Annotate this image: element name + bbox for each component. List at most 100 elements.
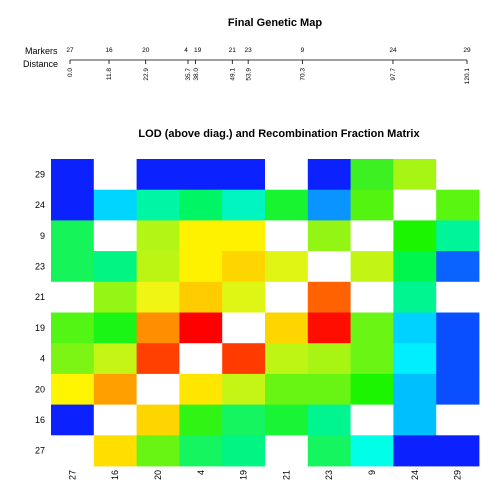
heatmap-y-tick-label: 4 [40,354,45,364]
heatmap-cell [93,312,137,344]
genetic-map-distance-label: 97.7 [390,68,397,81]
heatmap-cell [179,281,223,313]
heatmap-cell [350,251,394,283]
heatmap-cell [350,189,394,221]
heatmap-cell [222,159,266,191]
heatmap-cell [93,189,137,221]
genetic-map-marker-label: 29 [463,47,471,54]
heatmap-cell [222,404,266,436]
heatmap-cell [222,220,266,252]
heatmap-cell [265,373,309,405]
genetic-map-marker-label: 21 [229,47,237,54]
heatmap-cell [265,251,309,283]
heatmap-cell [393,189,437,221]
genetic-map-marker-label: 20 [142,47,150,54]
heatmap-cell [136,404,180,436]
heatmap-cell [265,281,309,313]
heatmap-cell [179,435,223,467]
genetic-map-marker-label: 27 [66,47,74,54]
heatmap-cell [265,189,309,221]
heatmap-cell [436,220,480,252]
heatmap-cell [93,435,137,467]
heatmap-cell [93,220,137,252]
heatmap-cell [136,159,180,191]
genetic-map-distance-label: 49.1 [230,68,237,81]
heatmap-cell [179,159,223,191]
heatmap-cell [179,220,223,252]
heatmap-cell [51,159,95,191]
heatmap-y-tick-label: 21 [35,292,45,302]
heatmap-x-tick-label: 24 [410,470,420,480]
distance-row-label: Distance [23,59,58,69]
heatmap-cell [179,251,223,283]
heatmap-cell [307,343,351,375]
heatmap-cell [136,373,180,405]
heatmap-cell [93,159,137,191]
heatmap-cell [436,189,480,221]
heatmap-cell [136,435,180,467]
genetic-map-distance-label: 22.9 [143,68,150,81]
heatmap-cell [136,251,180,283]
heatmap-cell [350,281,394,313]
heatmap-cell [393,343,437,375]
genetic-map-markers: 27 0.0 16 11.8 20 22.9 4 35.7 19 38.0 21 49.1 23 53.9… [66,47,471,84]
heatmap-cell [222,189,266,221]
heatmap-cell [350,343,394,375]
heatmap-cell [136,312,180,344]
heatmap-cell [307,435,351,467]
heatmap-cell [265,343,309,375]
heatmap-cell [265,404,309,436]
heatmap-y-tick-label: 23 [35,261,45,271]
heatmap-y-axis: 29 24 9 23 21 19 4 20 16 27 [35,169,45,455]
heatmap-cell [393,251,437,283]
heatmap-cell [179,373,223,405]
heatmap-cell [93,251,137,283]
heatmap-cell [265,312,309,344]
heatmap-cell [222,373,266,405]
heatmap-cell [393,281,437,313]
heatmap-title: LOD (above diag.) and Recombination Frac… [138,128,420,140]
heatmap-cell [350,159,394,191]
heatmap-x-tick-label: 23 [324,470,334,480]
heatmap-cell [136,281,180,313]
heatmap-cells [51,159,480,467]
heatmap-cell [393,220,437,252]
heatmap-cell [307,281,351,313]
heatmap-x-tick-label: 29 [453,470,463,480]
genetic-map-marker-label: 19 [194,47,202,54]
heatmap-cell [307,159,351,191]
heatmap-cell [93,404,137,436]
heatmap-cell [51,251,95,283]
genetic-map-distance-label: 70.3 [300,68,307,81]
heatmap-cell [51,435,95,467]
heatmap-cell [350,220,394,252]
heatmap-cell [350,435,394,467]
heatmap-cell [222,435,266,467]
heatmap-cell [136,220,180,252]
genetic-map-distance-label: 11.8 [106,68,113,81]
heatmap-x-tick-label: 16 [110,470,120,480]
heatmap-cell [179,343,223,375]
genetic-map-distance-label: 35.7 [185,68,192,81]
heatmap-y-tick-label: 16 [35,415,45,425]
heatmap-cell [93,281,137,313]
heatmap-x-axis: 27 16 20 4 19 21 23 9 24 29 [67,470,462,480]
genetic-map-distance-label: 120.1 [464,68,471,85]
heatmap-cell [51,373,95,405]
heatmap-cell [307,312,351,344]
heatmap-cell [93,373,137,405]
heatmap-cell [436,312,480,344]
heatmap-cell [51,312,95,344]
heatmap-cell [51,281,95,313]
heatmap-cell [51,343,95,375]
heatmap-cell [393,404,437,436]
heatmap-cell [436,159,480,191]
heatmap-cell [393,373,437,405]
genetic-map-distance-label: 53.9 [245,68,252,81]
heatmap-cell [136,189,180,221]
heatmap-cell [307,251,351,283]
heatmap-y-tick-label: 27 [35,446,45,456]
heatmap-cell [350,373,394,405]
genetic-map-marker-label: 16 [105,47,113,54]
